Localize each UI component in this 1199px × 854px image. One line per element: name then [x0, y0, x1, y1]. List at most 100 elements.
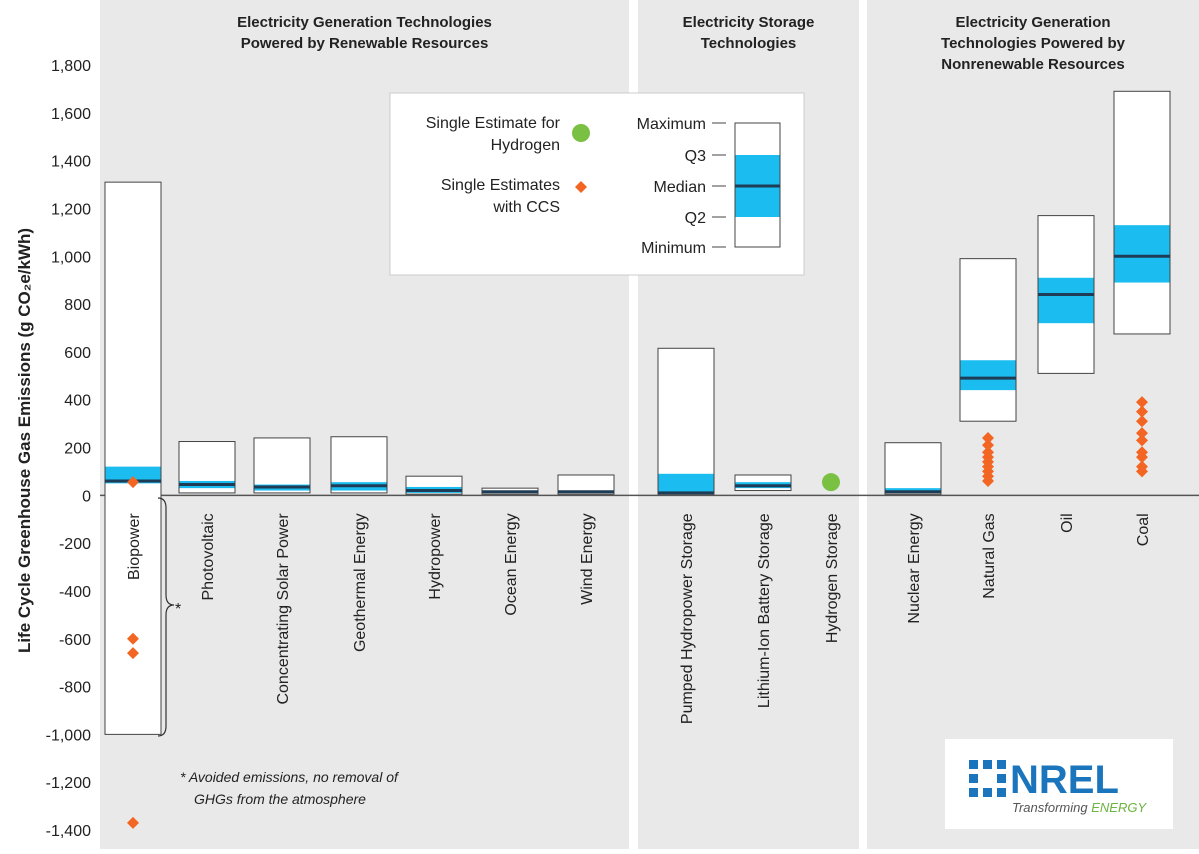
legend-box-label: Median [654, 179, 706, 196]
category-label: Geothermal Energy [352, 513, 369, 652]
category-oil: Oil [1037, 215, 1095, 533]
y-tick-label: 1,200 [51, 201, 91, 218]
ccs-marker [1136, 434, 1148, 447]
range-box [1113, 90, 1171, 335]
category-label: Pumped Hydropower Storage [679, 513, 696, 724]
footnote: GHGs from the atmosphere [194, 791, 366, 807]
category-hydropower: Hydropower [405, 475, 463, 600]
category-geothermal-energy: Geothermal Energy [330, 436, 388, 652]
logo-mark-cell [983, 788, 992, 797]
category-natural-gas: Natural Gas [959, 258, 1017, 599]
legend-ccs-label: Single Estimates [441, 177, 560, 194]
panel-title: Nonrenewable Resources [941, 56, 1124, 73]
y-tick-label: 200 [64, 441, 91, 458]
y-tick-label: 1,400 [51, 154, 91, 171]
panel-title: Electricity Storage [683, 14, 815, 31]
y-tick-label: 0 [82, 488, 91, 505]
range-box [253, 437, 311, 494]
ccs-marker [127, 647, 139, 660]
iqr-box [960, 360, 1016, 391]
ccs-marker [982, 446, 994, 459]
legend-box-label: Q3 [685, 148, 706, 165]
panel-title: Technologies [701, 35, 797, 52]
legend-hydrogen-label: Single Estimate for [426, 115, 561, 132]
legend-box-label: Maximum [637, 116, 706, 133]
y-tick-label: 1,600 [51, 106, 91, 123]
logo-name: NREL [1010, 758, 1119, 802]
ccs-marker [1136, 446, 1148, 459]
category-ocean-energy: Ocean Energy [481, 487, 539, 616]
category-lithium-ion-battery-storage: Lithium-Ion Battery Storage [734, 474, 792, 708]
category-label: Coal [1135, 513, 1152, 546]
category-concentrating-solar-power: Concentrating Solar Power [253, 437, 311, 705]
footnote: * Avoided emissions, no removal of [180, 769, 400, 785]
logo-mark-cell [997, 774, 1006, 783]
ccs-marker [1136, 415, 1148, 428]
category-pumped-hydropower-storage: Pumped Hydropower Storage [657, 347, 715, 724]
panel-title: Electricity Generation [955, 14, 1110, 31]
category-label: Concentrating Solar Power [275, 513, 292, 705]
y-tick-label: 600 [64, 345, 91, 362]
category-label: Wind Energy [579, 513, 596, 605]
legend-box-label: Q2 [685, 210, 706, 227]
ccs-marker [127, 632, 139, 645]
panel-title: Powered by Renewable Resources [241, 35, 489, 52]
category-photovoltaic: Photovoltaic [178, 441, 236, 600]
legend-hydrogen-marker [572, 124, 590, 142]
ccs-marker [127, 476, 139, 489]
category-biopower: Biopower [104, 181, 162, 829]
iqr-box [1114, 225, 1170, 283]
range-box [657, 347, 715, 495]
range-box [959, 258, 1017, 422]
y-tick-label: 400 [64, 393, 91, 410]
panel-title: Technologies Powered by [941, 35, 1126, 52]
logo-mark-icon [969, 760, 1006, 797]
category-label: Lithium-Ion Battery Storage [756, 513, 773, 708]
category-coal: Coal [1113, 90, 1171, 546]
logo-tagline: Transforming ENERGY [1012, 800, 1147, 815]
y-axis-label: Life Cycle Greenhouse Gas Emissions (g C… [15, 228, 34, 653]
logo-tagline-part2: ENERGY [1091, 800, 1147, 815]
y-tick-label: 1,000 [51, 249, 91, 266]
category-wind-energy: Wind Energy [557, 474, 615, 605]
legend-ccs-label: with CCS [492, 199, 560, 216]
logo-mark-cell [969, 774, 978, 783]
logo-mark-cell [983, 760, 992, 769]
category-label: Natural Gas [981, 513, 998, 598]
hydrogen-marker [822, 473, 840, 492]
legend-ccs-marker [575, 181, 587, 193]
y-tick-label: 800 [64, 297, 91, 314]
legend: Single Estimate for Hydrogen Single Estima… [389, 92, 805, 276]
iqr-box [1038, 277, 1094, 324]
ccs-marker [982, 431, 994, 444]
iqr-box [658, 473, 714, 493]
category-hydrogen-storage: Hydrogen Storage [822, 473, 841, 643]
legend-box-label: Minimum [641, 240, 706, 257]
y-tick-label: -800 [59, 680, 91, 697]
logo-mark-cell [969, 760, 978, 769]
logo-tagline-part1: Transforming [1012, 800, 1091, 815]
range-box [557, 474, 615, 495]
y-tick-label: -200 [59, 536, 91, 553]
logo-background [945, 739, 1173, 829]
category-label: Photovoltaic [200, 513, 217, 600]
category-label: Ocean Energy [503, 513, 520, 615]
range-box [884, 442, 942, 495]
ccs-marker [1136, 396, 1148, 409]
y-tick-label: -400 [59, 584, 91, 601]
category-label: Nuclear Energy [906, 513, 923, 623]
y-tick-label: -600 [59, 632, 91, 649]
bracket [157, 497, 175, 737]
bracket-mark: * [175, 601, 181, 618]
ccs-marker [1136, 405, 1148, 418]
logo-mark-cell [997, 760, 1006, 769]
category-nuclear-energy: Nuclear Energy [884, 442, 942, 624]
y-tick-label: -1,400 [46, 823, 91, 840]
legend-hydrogen-label: Hydrogen [491, 137, 560, 154]
ccs-marker [982, 439, 994, 452]
category-label: Biopower [126, 513, 143, 580]
panel-title: Electricity Generation Technologies [237, 14, 492, 31]
logo-mark-cell [997, 788, 1006, 797]
